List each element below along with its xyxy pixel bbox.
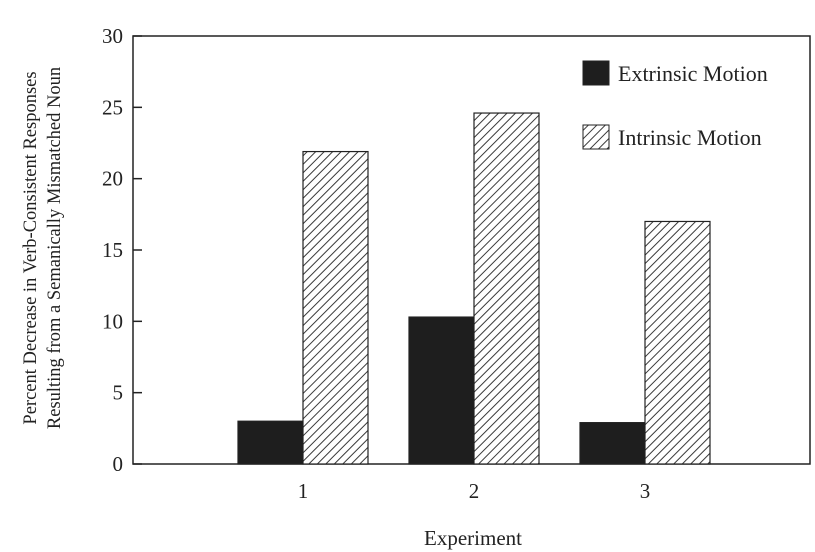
bar-extrinsic-exp-3 (579, 422, 646, 465)
bar-intrinsic-exp-3 (644, 220, 711, 465)
x-tick-label: 1 (298, 479, 309, 503)
x-axis-label: Experiment (424, 526, 522, 550)
bar-intrinsic-exp-2 (473, 112, 540, 465)
y-tick-label: 5 (113, 381, 124, 405)
bar-intrinsic-exp-1 (302, 150, 369, 465)
y-axis-label: Percent Decrease in Verb-Consistent Resp… (21, 67, 65, 429)
y-axis-label-line-1: Percent Decrease in Verb-Consistent Resp… (21, 71, 41, 424)
y-tick-label: 25 (102, 95, 123, 119)
legend-swatch-extrinsic (582, 60, 610, 86)
bar-extrinsic-exp-1 (237, 420, 304, 465)
x-tick-label: 2 (469, 479, 480, 503)
y-tick-label: 10 (102, 309, 123, 333)
bar-extrinsic-exp-2 (408, 316, 475, 465)
y-tick-label: 30 (102, 24, 123, 48)
legend-label-extrinsic: Extrinsic Motion (618, 61, 768, 86)
y-tick-label: 20 (102, 167, 123, 191)
legend-swatch-intrinsic (582, 124, 610, 150)
y-tick-label: 15 (102, 238, 123, 262)
y-axis-label-line-2: Resulting from a Semanically Mismatched … (45, 67, 65, 429)
legend: Extrinsic Motion Intrinsic Motion (582, 60, 768, 150)
bars (237, 112, 711, 465)
y-axis: 0 5 10 15 20 25 30 (102, 24, 142, 476)
legend-label-intrinsic: Intrinsic Motion (618, 125, 762, 150)
y-tick-label: 0 (113, 452, 124, 476)
x-tick-label: 3 (640, 479, 651, 503)
